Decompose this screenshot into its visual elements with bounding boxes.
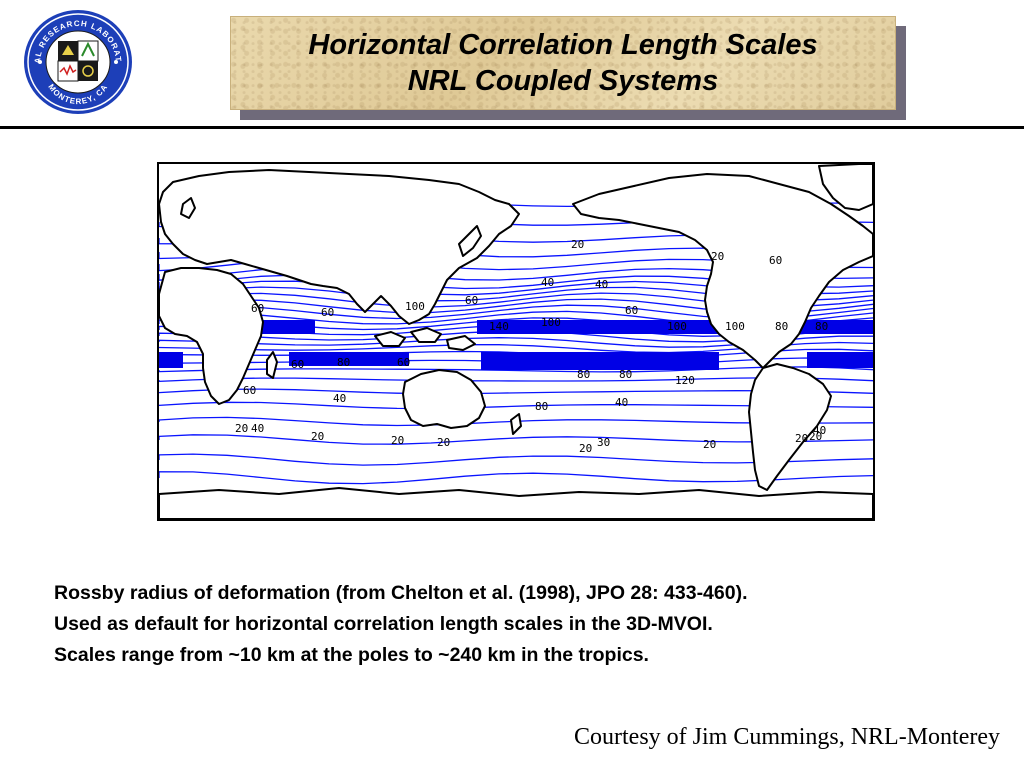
indonesia-3 [446, 335, 476, 351]
contour-label: 80 [775, 320, 788, 333]
contour-label: 20 [235, 422, 248, 435]
contour-line [159, 366, 873, 373]
contour-label: 40 [541, 276, 554, 289]
contour-label: 80 [535, 400, 548, 413]
australia-body [402, 369, 486, 429]
contour-label: 80 [337, 356, 350, 369]
tropical-band [789, 320, 873, 334]
antarctica [159, 487, 873, 519]
contour-label: 60 [625, 304, 638, 317]
contour-label: 40 [813, 424, 826, 437]
contour-line [159, 471, 873, 485]
contour-label: 20 [311, 430, 324, 443]
header-divider [0, 126, 1024, 129]
eurasia [159, 169, 520, 325]
contour-label: 20 [809, 430, 822, 443]
title-banner: Horizontal Correlation Length Scales NRL… [230, 16, 896, 110]
caption-line-2: Used as default for horizontal correlati… [54, 613, 713, 635]
nrl-seal-icon: NAVAL RESEARCH LABORATORY MONTEREY, CA [18, 1, 132, 114]
rossby-radius-map: 20 40 40 60 60 60 60 100 140 100 100 100 80 80 80 80 80 1… [157, 162, 875, 521]
contour-line [159, 434, 873, 445]
title-line-1: Horizontal Correlation Length Scales [308, 29, 818, 61]
tropical-band [481, 352, 719, 370]
contour-label: 40 [615, 396, 628, 409]
contour-label: 120 [675, 374, 695, 387]
contour-label: 100 [541, 316, 561, 329]
madagascar [266, 351, 278, 379]
new-zealand [510, 413, 522, 435]
contour-label: 40 [333, 392, 346, 405]
south-america [748, 363, 832, 491]
contour-label: 20 [437, 436, 450, 449]
japan [458, 225, 482, 257]
contour-line [159, 401, 873, 410]
contour-label: 80 [619, 368, 632, 381]
tropical-band [477, 320, 729, 334]
north-america [572, 173, 873, 369]
contour-label: 100 [405, 300, 425, 313]
contour-label: 140 [489, 320, 509, 333]
contour-label: 20 [795, 432, 808, 445]
uk [180, 197, 196, 219]
contour-line [159, 416, 873, 427]
caption-line-1: Rossby radius of deformation (from Chelt… [54, 582, 748, 604]
tropical-bands [159, 320, 873, 370]
contour-label: 20 [391, 434, 404, 447]
contour-label: 60 [397, 356, 410, 369]
contour-label: 20 [579, 442, 592, 455]
contour-label: 60 [291, 358, 304, 371]
indonesia-2 [410, 327, 442, 343]
contour-label: 60 [465, 294, 478, 307]
contour-label: 100 [725, 320, 745, 333]
contour-line [159, 453, 873, 466]
title-line-2: NRL Coupled Systems [407, 65, 719, 97]
greenland [818, 164, 873, 211]
caption-line-3: Scales range from ~10 km at the poles to… [54, 644, 649, 666]
contour-label: 80 [815, 320, 828, 333]
coastlines [159, 164, 873, 519]
tropical-band [807, 352, 873, 368]
contour-label: 60 [769, 254, 782, 267]
contour-label: 20 [571, 238, 584, 251]
contour-label: 100 [667, 320, 687, 333]
tropical-band [289, 352, 409, 366]
contour-label: 60 [251, 302, 264, 315]
nrl-logo: NAVAL RESEARCH LABORATORY MONTEREY, CA [18, 1, 134, 116]
contour-label: 40 [595, 278, 608, 291]
contour-label: 30 [597, 436, 610, 449]
contour-label: 60 [243, 384, 256, 397]
tropical-band [159, 352, 183, 368]
contour-label: 80 [577, 368, 590, 381]
caption: Rossby radius of deformation (from Chelt… [54, 578, 994, 671]
africa [159, 267, 264, 405]
contour-label: 60 [321, 306, 334, 319]
credit-text: Courtesy of Jim Cummings, NRL-Monterey [574, 724, 1000, 750]
contour-line [159, 388, 873, 395]
indonesia-1 [374, 331, 406, 347]
contour-label: 20 [711, 250, 724, 263]
contour-label: 20 [703, 438, 716, 451]
contour-line [159, 377, 873, 383]
contour-label: 40 [251, 422, 264, 435]
tropical-band [259, 320, 315, 334]
